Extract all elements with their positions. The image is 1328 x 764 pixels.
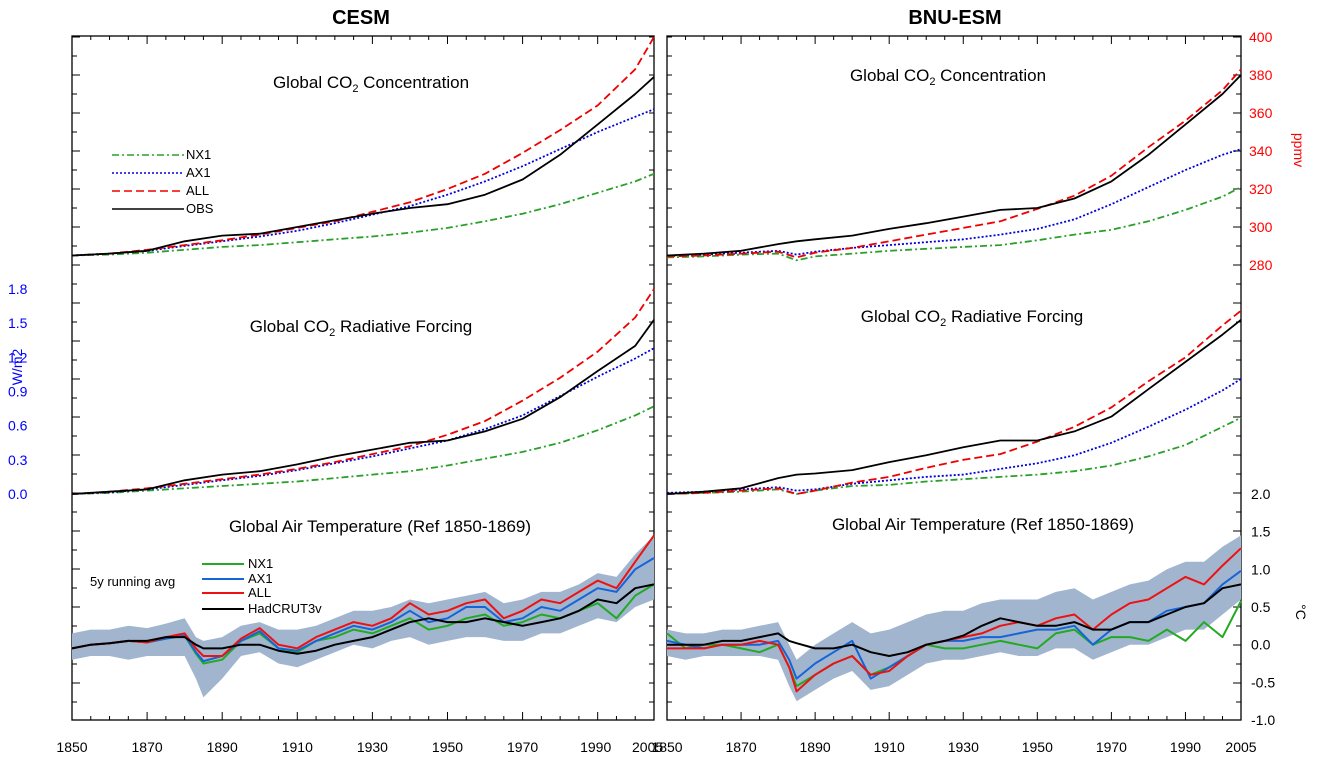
- series-obs-line: [71, 76, 655, 257]
- temp-tick-label: 1.0: [1251, 561, 1271, 577]
- column-title-bnu-esm: BNU-ESM: [908, 7, 1001, 29]
- uncertainty-band-5: [667, 535, 1241, 702]
- series-obs-line: [666, 319, 1242, 495]
- series-nx1-line: [71, 405, 655, 495]
- series-all-line: [666, 68, 1242, 259]
- series-ax1-line: [71, 347, 655, 495]
- title-temp-cesm: Global Air Temperature (Ref 1850-1869): [229, 517, 531, 536]
- column-title-cesm: CESM: [332, 7, 390, 29]
- temp-tick-label: -1.0: [1251, 712, 1275, 728]
- legend-label-nx1: NX1: [186, 147, 211, 162]
- legend-temperature: 5y running avg NX1 AX1 ALL HadCRUT3v: [90, 556, 322, 616]
- temp-tick-label: -0.5: [1251, 674, 1275, 690]
- legend-co2: NX1 AX1 ALL OBS: [112, 147, 214, 216]
- temp-tick-label: 1.5: [1251, 524, 1271, 540]
- series-nx1-line: [71, 172, 655, 257]
- x-tick-label: 2005: [1225, 739, 1256, 755]
- co2-tick-label: 400: [1249, 29, 1273, 45]
- title-co2-bnu: Global CO2 Concentration: [850, 66, 1046, 88]
- series-all-line: [71, 36, 655, 257]
- title-temp-bnu: Global Air Temperature (Ref 1850-1869): [832, 515, 1134, 534]
- x-tick-label: 1850: [56, 739, 87, 755]
- legend-label-temp-all: ALL: [248, 585, 271, 600]
- x-tick-label: 1890: [800, 739, 831, 755]
- co2-tick-label: 300: [1249, 219, 1273, 235]
- x-tick-label: 1870: [132, 739, 163, 755]
- legend-label-obs: OBS: [186, 201, 214, 216]
- x-tick-label: 1930: [357, 739, 388, 755]
- series-all-line: [666, 309, 1242, 495]
- legend-label-temp-nx1: NX1: [248, 556, 273, 571]
- right-panel-frame: [666, 35, 1242, 721]
- x-tick-label: 1870: [726, 739, 757, 755]
- co2-tick-label: 360: [1249, 105, 1273, 121]
- rf-tick-label: 0.3: [8, 452, 28, 468]
- x-tick-label: 1950: [1022, 739, 1053, 755]
- x-tick-label: 1910: [874, 739, 905, 755]
- legend-label-ax1: AX1: [186, 165, 211, 180]
- series-obs-line: [71, 319, 655, 495]
- x-tick-label: 1910: [282, 739, 313, 755]
- temp-tick-label: 0.5: [1251, 599, 1271, 615]
- title-co2-cesm: Global CO2 Concentration: [273, 73, 469, 95]
- temp-tick-label: 2.0: [1251, 486, 1271, 502]
- rf-tick-label: 0.9: [8, 384, 28, 400]
- rf-tick-label: 1.5: [8, 315, 28, 331]
- x-tick-label: 1970: [1096, 739, 1127, 755]
- co2-tick-label: 340: [1249, 143, 1273, 159]
- axis-label-degc: °C: [1293, 604, 1309, 620]
- data-series: [71, 36, 1242, 693]
- series-obs-line: [666, 74, 1242, 257]
- legend-label-all: ALL: [186, 183, 209, 198]
- rf-tick-label: 0.0: [8, 486, 28, 502]
- axis-label-ppmv: ppmv: [1291, 133, 1307, 167]
- temp-tick-label: 0.0: [1251, 637, 1271, 653]
- x-tick-label: 1950: [432, 739, 463, 755]
- x-tick-label: 1850: [651, 739, 682, 755]
- co2-tick-label: 280: [1249, 257, 1273, 273]
- series-nx1-line: [666, 186, 1242, 262]
- x-tick-label: 1930: [948, 739, 979, 755]
- rf-tick-label: 1.2: [8, 349, 28, 365]
- series-ax1-line: [666, 378, 1242, 494]
- legend-label-temp-ax1: AX1: [248, 571, 273, 586]
- title-rf-bnu: Global CO2 Radiative Forcing: [861, 307, 1084, 329]
- rf-tick-label: 1.8: [8, 281, 28, 297]
- series-nx1-line: [666, 600, 1242, 688]
- x-tick-label: 1990: [1170, 739, 1201, 755]
- series-nx1-line: [666, 416, 1242, 495]
- x-tick-label: 1990: [580, 739, 611, 755]
- left-panel-frame: [71, 35, 655, 721]
- series-all-line: [71, 288, 655, 495]
- tick-labels: 1850 1870 1890 1910 1930 1950 1970 1990 20051850…: [8, 29, 1275, 755]
- legend-note: 5y running avg: [90, 574, 175, 589]
- tick-marks: [71, 36, 1242, 720]
- x-tick-label: 1890: [207, 739, 238, 755]
- series-hadcrut3v-line: [667, 583, 1242, 657]
- title-rf-cesm: Global CO2 Radiative Forcing: [250, 317, 473, 339]
- legend-label-temp-had: HadCRUT3v: [248, 601, 322, 616]
- series-all-line: [71, 534, 655, 657]
- x-tick-label: 1970: [507, 739, 538, 755]
- rf-tick-label: 0.6: [8, 418, 28, 434]
- axis-label-wm2: W/m2: [9, 349, 25, 386]
- co2-tick-label: 320: [1249, 181, 1273, 197]
- series-ax1-line: [666, 148, 1242, 257]
- series-ax1-line: [71, 108, 655, 257]
- series-hadcrut3v-line: [71, 583, 655, 655]
- x-tick-label: 2005: [632, 739, 663, 755]
- co2-tick-label: 380: [1249, 67, 1273, 83]
